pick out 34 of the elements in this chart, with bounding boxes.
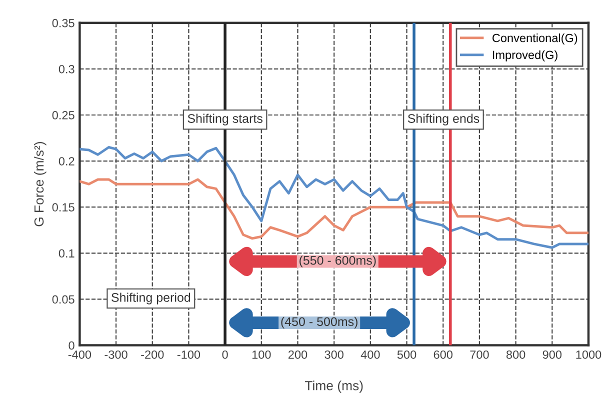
y-tick-label: 0.05 (52, 295, 74, 304)
legend-label: Improved(G) (492, 50, 558, 62)
x-tick-label: -400 (68, 350, 92, 359)
annotation: (550 - 600ms) (300, 256, 376, 268)
annotation: Shifting period (112, 292, 190, 304)
y-tick-label: 0.15 (52, 203, 74, 212)
x-tick-label: 500 (397, 350, 416, 359)
x-tick-label: 200 (288, 350, 308, 359)
annotation: Shifting ends (408, 114, 480, 126)
x-tick-label: 700 (470, 350, 489, 359)
line-series (80, 146, 588, 249)
x-tick-label: 1000 (576, 350, 602, 359)
y-tick-label: 0.25 (52, 111, 74, 120)
x-tick-label: 800 (506, 350, 526, 359)
x-tick-label: -300 (104, 350, 128, 359)
x-tick-label: 0 (222, 350, 228, 359)
y-tick-label: 0 (68, 341, 74, 350)
ref-line-label: Shifting starts (188, 114, 262, 126)
x-tick-label: 900 (542, 350, 562, 359)
y-tick-label: 0.35 (52, 18, 74, 28)
x-tick-label: 600 (434, 350, 452, 359)
x-tick-label: 400 (360, 350, 380, 359)
x-axis-title: Time (ms) (304, 380, 363, 393)
y-tick-label: 0.3 (58, 64, 74, 74)
y-tick-label: 0.1 (58, 249, 74, 258)
y-axis-title: G Force (m/s²) (34, 142, 46, 226)
legend-label: Conventional(G) (492, 34, 578, 45)
x-tick-label: -200 (141, 350, 164, 359)
x-tick-label: 100 (252, 350, 271, 359)
y-tick-label: 0.2 (58, 157, 74, 166)
annotation: (450 - 500ms) (281, 316, 358, 329)
x-tick-label: -100 (177, 350, 200, 359)
x-tick-label: 300 (324, 350, 344, 359)
line-series (80, 178, 588, 240)
